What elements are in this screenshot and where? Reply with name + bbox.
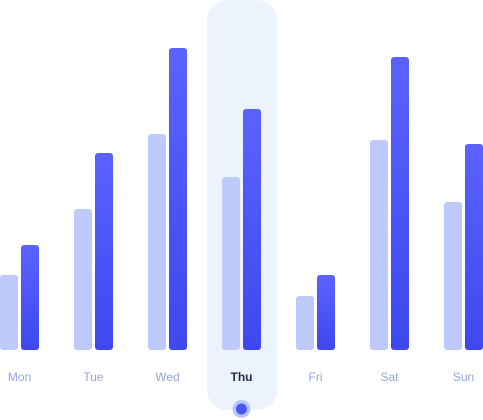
bar[interactable] <box>95 153 113 350</box>
selected-column <box>207 0 277 410</box>
bar[interactable] <box>317 275 335 350</box>
x-tick-label[interactable]: Wed <box>155 370 179 384</box>
bar[interactable] <box>465 144 483 350</box>
x-tick-label[interactable]: Sun <box>453 370 474 384</box>
x-tick-label[interactable]: Thu <box>231 370 253 384</box>
x-tick-label[interactable]: Mon <box>8 370 31 384</box>
bar[interactable] <box>148 134 166 350</box>
bar[interactable] <box>0 275 18 350</box>
bar[interactable] <box>21 245 39 350</box>
selection-dot <box>236 403 247 415</box>
bar[interactable] <box>222 177 240 350</box>
bar[interactable] <box>391 57 409 350</box>
bar[interactable] <box>169 48 187 350</box>
x-tick-label[interactable]: Fri <box>309 370 323 384</box>
bar[interactable] <box>444 202 462 350</box>
x-tick-label[interactable]: Sat <box>380 370 399 384</box>
x-tick-label[interactable]: Tue <box>83 370 104 384</box>
bar[interactable] <box>370 140 388 350</box>
bar[interactable] <box>296 296 314 350</box>
bar[interactable] <box>243 109 261 350</box>
bar[interactable] <box>74 209 92 350</box>
